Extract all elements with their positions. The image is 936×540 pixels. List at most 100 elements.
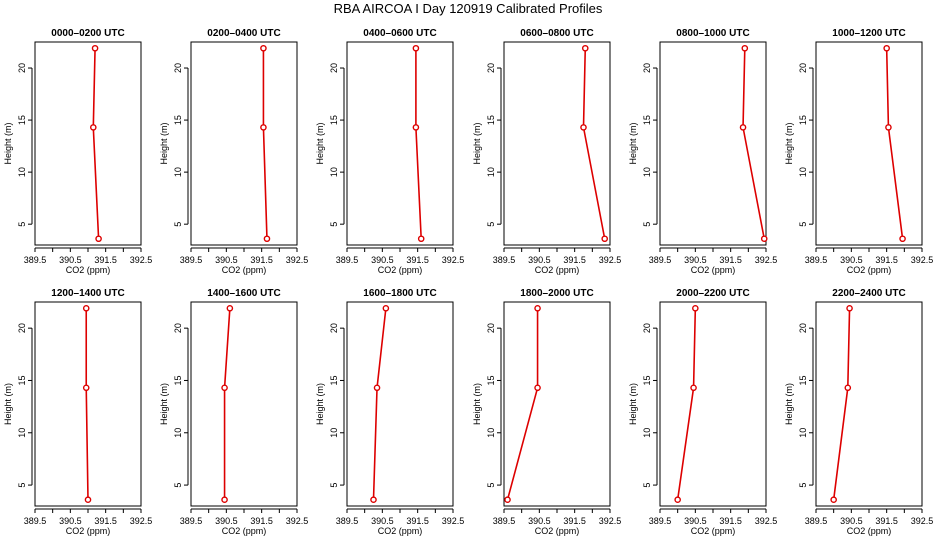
y-tick-label: 20	[329, 323, 339, 333]
y-axis-label: Height (m)	[472, 383, 482, 425]
x-tick-label: 389.5	[493, 255, 516, 265]
y-tick-label: 10	[798, 167, 808, 177]
panel-title: 1800–2000 UTC	[520, 288, 593, 299]
profile-point	[82, 304, 90, 312]
profile-point	[373, 384, 381, 392]
x-tick-label: 390.5	[215, 255, 238, 265]
x-tick-label: 389.5	[180, 255, 203, 265]
y-tick-label: 5	[486, 483, 496, 488]
profile-line	[742, 48, 766, 239]
y-tick-label: 20	[17, 323, 27, 333]
profile-line	[85, 308, 89, 500]
x-tick-label: 392.5	[130, 516, 153, 526]
y-tick-label: 5	[642, 222, 652, 227]
profile-point	[690, 384, 697, 392]
x-tick-label: 391.5	[875, 255, 898, 265]
x-tick-label: 391.5	[94, 255, 117, 265]
panel-title: 0000–0200 UTC	[51, 28, 124, 39]
panel-title: 0200–0400 UTC	[207, 28, 280, 39]
y-tick-label: 15	[642, 115, 652, 125]
y-tick-label: 10	[17, 428, 27, 438]
x-tick-label: 392.5	[442, 255, 465, 265]
x-tick-label: 389.5	[493, 516, 516, 526]
profile-panel-8: 1400–1600 UTC 389.5 390.5 391.5 392.5 CO2 (pp…	[159, 288, 308, 536]
x-axis-label: CO2 (ppm)	[847, 526, 892, 536]
x-tick-label: 390.5	[371, 255, 394, 265]
profile-panel-7: 1200–1400 UTC 389.5 390.5 391.5 392.5 CO2 (pp…	[3, 288, 152, 536]
x-tick-label: 392.5	[599, 516, 622, 526]
y-tick-label: 5	[486, 222, 496, 227]
y-tick-label: 5	[798, 222, 808, 227]
y-axis-label: Height (m)	[628, 383, 638, 425]
y-tick-label: 5	[642, 483, 652, 488]
profile-point	[412, 44, 420, 52]
profile-point	[739, 124, 747, 131]
profile-panel-1: 0000–0200 UTC 389.5 390.5 391.5 392.5 CO2 (pp…	[3, 28, 152, 275]
profile-point	[844, 384, 852, 392]
y-tick-label: 10	[642, 167, 652, 177]
y-tick-label: 20	[642, 63, 652, 73]
profile-panel-12: 2200–2400 UTC 389.5 390.5 391.5 392.5 CO2 (pp…	[784, 288, 933, 536]
profile-point	[581, 44, 589, 52]
x-tick-label: 391.5	[875, 516, 898, 526]
profile-point	[830, 496, 837, 504]
x-tick-label: 392.5	[442, 516, 465, 526]
profile-point	[90, 124, 97, 131]
y-tick-label: 20	[486, 323, 496, 333]
x-tick-label: 390.5	[528, 255, 551, 265]
y-axis-label: Height (m)	[159, 383, 169, 425]
y-tick-label: 15	[173, 375, 183, 385]
panel-title: 0600–0800 UTC	[520, 28, 593, 39]
profile-line	[885, 48, 904, 239]
y-tick-label: 5	[17, 483, 27, 488]
profile-line	[832, 308, 851, 500]
y-tick-label: 10	[173, 428, 183, 438]
x-axis-label: CO2 (ppm)	[66, 526, 111, 536]
profile-point	[885, 124, 892, 131]
y-tick-label: 15	[17, 375, 27, 385]
y-tick-label: 15	[329, 115, 339, 125]
profile-panel-5: 0800–1000 UTC 389.5 390.5 391.5 392.5 CO2 (pp…	[628, 28, 777, 275]
panel-title: 2000–2200 UTC	[676, 288, 749, 299]
y-tick-label: 5	[329, 222, 339, 227]
plot-frame	[815, 301, 923, 507]
y-axis-label: Height (m)	[784, 383, 794, 425]
y-tick-label: 15	[486, 375, 496, 385]
profile-point	[534, 304, 541, 312]
profile-point	[601, 235, 609, 243]
plot-frame	[190, 301, 298, 507]
x-axis-label: CO2 (ppm)	[222, 526, 267, 536]
profile-point	[417, 235, 425, 243]
profile-point	[226, 304, 234, 312]
x-tick-label: 391.5	[406, 516, 429, 526]
y-tick-label: 10	[329, 167, 339, 177]
profile-point	[84, 496, 92, 504]
x-axis-label: CO2 (ppm)	[222, 265, 267, 275]
x-tick-label: 389.5	[805, 516, 828, 526]
profile-line	[676, 308, 697, 500]
x-tick-label: 392.5	[286, 516, 309, 526]
x-tick-label: 390.5	[528, 516, 551, 526]
x-tick-label: 391.5	[719, 255, 742, 265]
y-tick-label: 10	[486, 428, 496, 438]
profile-point	[260, 44, 267, 52]
y-tick-label: 5	[173, 483, 183, 488]
x-tick-label: 389.5	[649, 516, 672, 526]
y-tick-label: 5	[17, 222, 27, 227]
profile-point	[692, 304, 699, 312]
x-tick-label: 390.5	[684, 255, 707, 265]
x-tick-label: 390.5	[215, 516, 238, 526]
panel-title: 1600–1800 UTC	[363, 288, 436, 299]
x-tick-label: 389.5	[805, 255, 828, 265]
profile-point	[534, 384, 541, 392]
x-axis-label: CO2 (ppm)	[66, 265, 111, 275]
plot-frame	[503, 301, 611, 507]
x-tick-label: 392.5	[755, 516, 778, 526]
plot-frame	[346, 41, 454, 246]
profile-panel-6: 1000–1200 UTC 389.5 390.5 391.5 392.5 CO2 (pp…	[784, 28, 933, 275]
x-axis-label: CO2 (ppm)	[847, 265, 892, 275]
page-title: RBA AIRCOA I Day 120919 Calibrated Profi…	[333, 1, 603, 16]
profile-point	[221, 496, 228, 504]
profile-line	[262, 48, 268, 239]
plot-frame	[346, 301, 454, 507]
